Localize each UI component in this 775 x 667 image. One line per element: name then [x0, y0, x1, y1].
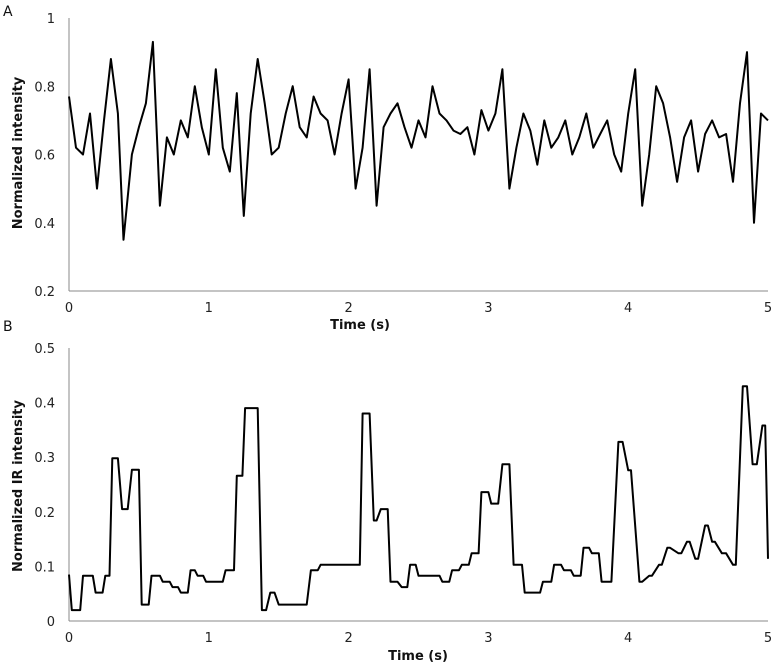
panel-b-x-tick-label: 4	[624, 631, 632, 646]
panel-a-y-tick-label: 0.4	[34, 217, 55, 232]
panel-b-x-tick-label: 5	[764, 631, 772, 646]
panel-b-y-axis-title: Normalized IR intensity	[11, 400, 26, 572]
panel-a-y-axis-title: Normalized intensity	[11, 76, 26, 229]
panel-a-x-axis-title: Time (s)	[330, 318, 390, 333]
panel-b-y-tick-label: 0.4	[34, 397, 55, 412]
panel-a-x-tick-label: 4	[624, 301, 632, 316]
panel-a-x-ticks: 0 1 2 3 4 5	[65, 301, 772, 316]
panel-b-x-tick-label: 1	[205, 631, 213, 646]
panel-a-x-tick-label: 3	[484, 301, 492, 316]
panel-a-label: A	[3, 4, 13, 20]
panel-a-x-tick-label: 0	[65, 301, 73, 316]
panel-a-y-ticks: 0.2 0.4 0.6 0.8 1	[34, 12, 55, 300]
panel-a-y-tick-label: 0.8	[34, 80, 55, 95]
panel-b-x-axis-title: Time (s)	[388, 649, 448, 664]
panel-a-y-tick-label: 1	[47, 12, 55, 27]
panel-a-x-tick-label: 5	[764, 301, 772, 316]
panel-b-chart: B 0 0.1 0.2 0.3 0.4 0.5 0 1 2 3 4 5 Time (s) Norma…	[3, 319, 772, 664]
panel-b-x-tick-label: 2	[344, 631, 352, 646]
panel-b-y-tick-label: 0.1	[34, 560, 55, 575]
panel-b-y-tick-label: 0	[47, 615, 55, 630]
panel-b-x-tick-label: 3	[484, 631, 492, 646]
panel-a-y-tick-label: 0.6	[34, 149, 55, 164]
panel-b-y-tick-label: 0.2	[34, 506, 55, 521]
panel-b-x-tick-label: 0	[65, 631, 73, 646]
panel-a-y-tick-label: 0.2	[34, 285, 55, 300]
panel-b-label: B	[3, 319, 13, 335]
panel-b-y-ticks: 0 0.1 0.2 0.3 0.4 0.5	[34, 342, 55, 630]
panel-b-y-tick-label: 0.5	[34, 342, 55, 357]
panel-b-series-line	[68, 385, 769, 612]
panel-b-y-tick-label: 0.3	[34, 451, 55, 466]
panel-a-chart: A 0.2 0.4 0.6 0.8 1 0 1 2 3 4 5 Time (s) Normaliz…	[3, 4, 772, 333]
panel-a-series-line	[68, 40, 769, 241]
panel-b-x-ticks: 0 1 2 3 4 5	[65, 631, 772, 646]
panel-a-x-tick-label: 2	[344, 301, 352, 316]
panel-a-x-tick-label: 1	[205, 301, 213, 316]
